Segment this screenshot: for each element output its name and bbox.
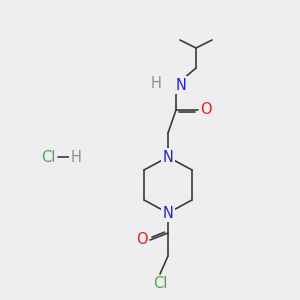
- Text: N: N: [176, 77, 187, 92]
- Text: H: H: [70, 149, 81, 164]
- Text: N: N: [163, 149, 173, 164]
- Text: Cl: Cl: [41, 149, 55, 164]
- Text: H: H: [150, 76, 161, 91]
- Text: N: N: [163, 206, 173, 220]
- Text: Cl: Cl: [153, 276, 167, 291]
- Text: O: O: [136, 232, 148, 247]
- Text: O: O: [200, 103, 212, 118]
